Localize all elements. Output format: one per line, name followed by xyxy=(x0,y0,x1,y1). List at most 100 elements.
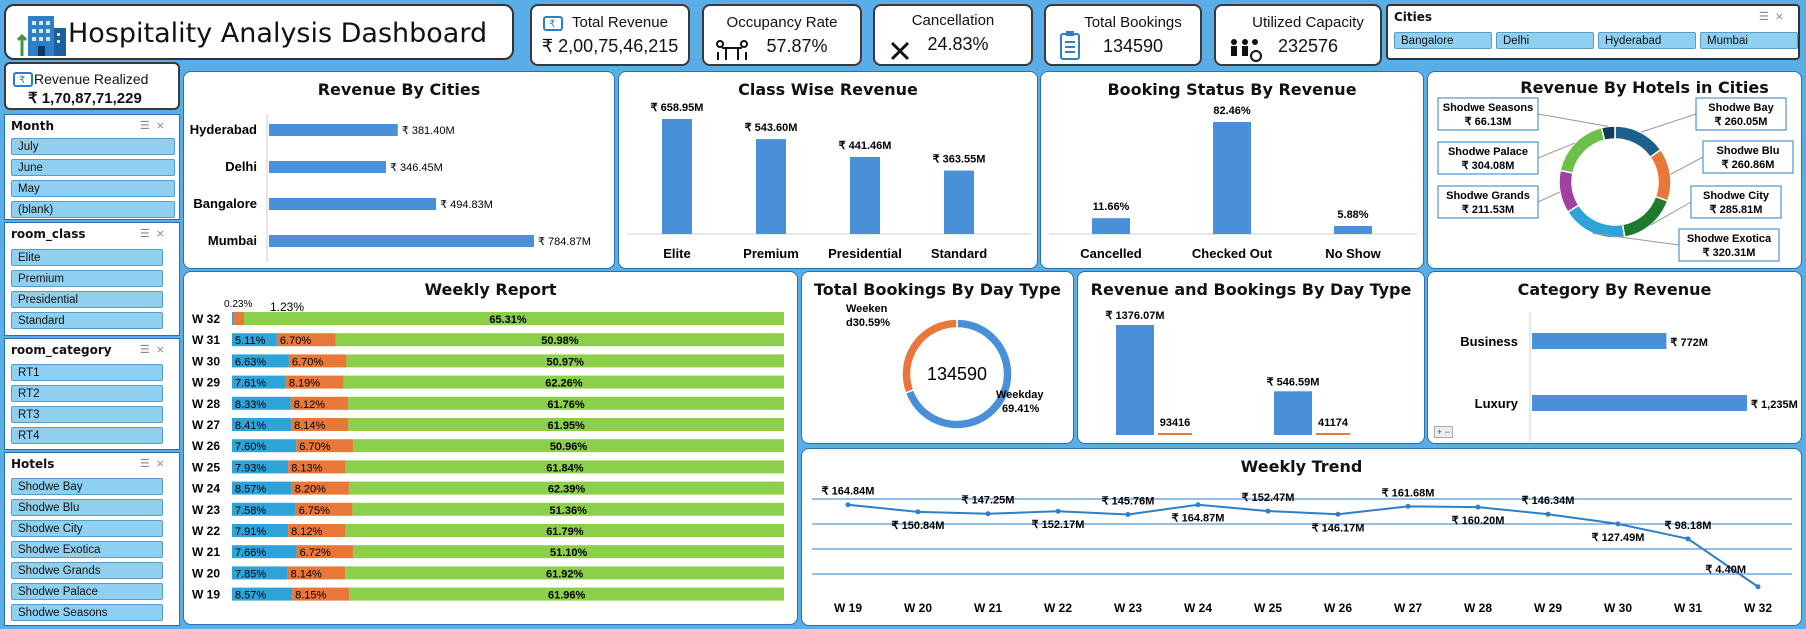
slicer-item-rt1[interactable]: RT1 xyxy=(11,364,163,381)
slicer-item-hyderabad[interactable]: Hyderabad xyxy=(1598,32,1696,49)
tick-label: W 22 xyxy=(192,524,220,538)
data-label: ₹ 285.81M xyxy=(1710,204,1763,216)
kpi-value: 232576 xyxy=(1236,36,1380,57)
kpi-label: Total Bookings xyxy=(1066,14,1200,31)
tick-label: W 27 xyxy=(192,418,220,432)
tick-label: Elite xyxy=(663,246,690,261)
slicer-item-premium[interactable]: Premium xyxy=(11,270,163,287)
data-label: 5.88% xyxy=(1337,209,1368,221)
slicer-item-blank[interactable]: (blank) xyxy=(11,201,175,218)
tick-label: W 21 xyxy=(192,545,220,559)
leader-line xyxy=(1641,114,1696,132)
data-point xyxy=(1546,512,1551,517)
slicer-item-june[interactable]: June xyxy=(11,159,175,176)
data-label: 6.75% xyxy=(299,505,330,517)
data-label: ₹ 260.05M xyxy=(1715,116,1768,128)
slicer-item-shodwe-grands[interactable]: Shodwe Grands xyxy=(11,562,163,579)
bar xyxy=(269,124,398,136)
data-label: ₹ 381.40M xyxy=(402,125,455,137)
slicer-hotels: Hotels ☰⨯ Shodwe Bay Shodwe Blu Shodwe C… xyxy=(4,452,180,626)
data-label: ₹ 304.08M xyxy=(1462,160,1515,172)
slicer-item-rt4[interactable]: RT4 xyxy=(11,427,163,444)
data-label: 8.19% xyxy=(289,378,320,390)
donut-slice xyxy=(1560,128,1604,173)
donut-slice xyxy=(1650,150,1671,201)
leader-line xyxy=(1538,192,1560,202)
tick-label: W 32 xyxy=(192,312,220,326)
data-label: 8.12% xyxy=(291,526,322,538)
filter-clear-icon[interactable]: ☰⨯ xyxy=(140,457,171,470)
tick-label: Luxury xyxy=(1475,396,1519,411)
kpi-cancellation: Cancellation 24.83% xyxy=(873,4,1033,66)
data-label: 5.11% xyxy=(235,335,266,347)
slicer-item-rt3[interactable]: RT3 xyxy=(11,406,163,423)
tick-label: W 32 xyxy=(1744,601,1772,615)
tick-label: W 24 xyxy=(192,482,220,496)
slicer-item-standard[interactable]: Standard xyxy=(11,312,163,329)
revenue-bookings-day-type-chart: ₹ 1376.07M93416₹ 546.59M41174 xyxy=(1078,272,1425,444)
data-label: 61.92% xyxy=(546,568,584,580)
slicer-item-shodwe-palace[interactable]: Shodwe Palace xyxy=(11,583,163,600)
slicer-item-july[interactable]: July xyxy=(11,138,175,155)
data-label: ₹ 152.17M xyxy=(1032,519,1085,531)
zoom-buttons[interactable]: + − xyxy=(1434,426,1453,438)
slicer-item-bangalore[interactable]: Bangalore xyxy=(1394,32,1492,49)
tick-label: W 19 xyxy=(192,588,220,602)
data-point xyxy=(1476,505,1481,510)
slicer-item-mumbai[interactable]: Mumbai xyxy=(1700,32,1798,49)
slicer-item-rt2[interactable]: RT2 xyxy=(11,385,163,402)
donut-slice xyxy=(1559,170,1579,212)
data-label: 8.14% xyxy=(294,420,325,432)
tick-label: W 24 xyxy=(1184,601,1212,615)
hotel-building-icon xyxy=(14,12,74,58)
slicer-item-delhi[interactable]: Delhi xyxy=(1496,32,1594,49)
filter-clear-icon[interactable]: ☰⨯ xyxy=(140,119,171,132)
stacked-bar-segment xyxy=(234,312,244,325)
data-label: 6.72% xyxy=(300,547,331,559)
bar xyxy=(756,139,786,234)
slicer-item-shodwe-city[interactable]: Shodwe City xyxy=(11,520,163,537)
data-label: 7.58% xyxy=(235,505,266,517)
slicer-title: Month xyxy=(11,119,54,133)
kpi-value: 24.83% xyxy=(885,34,1031,55)
slicer-item-shodwe-blu[interactable]: Shodwe Blu xyxy=(11,499,163,516)
data-label: ₹ 66.13M xyxy=(1465,116,1512,128)
bar xyxy=(1532,395,1747,411)
data-label: 61.76% xyxy=(547,399,585,411)
bar xyxy=(269,198,436,210)
bar xyxy=(662,119,692,234)
data-label: ₹ 363.55M xyxy=(933,154,986,166)
tick-label: Delhi xyxy=(225,159,257,174)
revenue-bookings-day-type-card: Revenue and Bookings By Day Type ₹ 1376.… xyxy=(1077,271,1425,444)
slicer-item-presidential[interactable]: Presidential xyxy=(11,291,163,308)
slicer-title: room_class xyxy=(11,227,86,241)
data-label: 8.13% xyxy=(291,462,322,474)
data-label: ₹ 1,235M xyxy=(1751,399,1798,411)
filter-clear-icon[interactable]: ☰⨯ xyxy=(1759,10,1790,23)
data-label: 1.23% xyxy=(270,300,304,314)
data-label: 8.57% xyxy=(235,590,266,602)
slicer-item-shodwe-exotica[interactable]: Shodwe Exotica xyxy=(11,541,163,558)
kpi-revenue-realized: ₹ Revenue Realized ₹ 1,70,87,71,229 xyxy=(4,62,180,110)
slicer-item-may[interactable]: May xyxy=(11,180,175,197)
kpi-occupancy: Occupancy Rate 57.87% xyxy=(702,4,862,66)
data-label: 62.39% xyxy=(548,484,586,496)
data-label: ₹ 98.18M xyxy=(1665,520,1712,532)
data-label: ₹ 441.46M xyxy=(839,140,892,152)
data-label: ₹ 127.49M xyxy=(1592,532,1645,544)
slicer-cities: Cities ☰⨯ Bangalore Delhi Hyderabad Mumb… xyxy=(1386,4,1800,60)
data-label: 8.20% xyxy=(295,484,326,496)
slicer-item-elite[interactable]: Elite xyxy=(11,249,163,266)
slicer-item-shodwe-bay[interactable]: Shodwe Bay xyxy=(11,478,163,495)
data-label: 8.15% xyxy=(295,590,326,602)
filter-clear-icon[interactable]: ☰⨯ xyxy=(140,343,171,356)
data-label: ₹ 146.17M xyxy=(1312,522,1365,534)
data-label: ₹ 161.68M xyxy=(1382,487,1435,499)
kpi-label: Total Revenue xyxy=(552,14,688,31)
wallet-icon: ₹ xyxy=(12,68,34,88)
slicer-item-shodwe-seasons[interactable]: Shodwe Seasons xyxy=(11,604,163,621)
bar xyxy=(269,235,534,247)
filter-clear-icon[interactable]: ☰⨯ xyxy=(140,227,171,240)
slicer-month: Month ☰⨯ July June May (blank) xyxy=(4,114,180,220)
data-label: 61.84% xyxy=(546,462,584,474)
